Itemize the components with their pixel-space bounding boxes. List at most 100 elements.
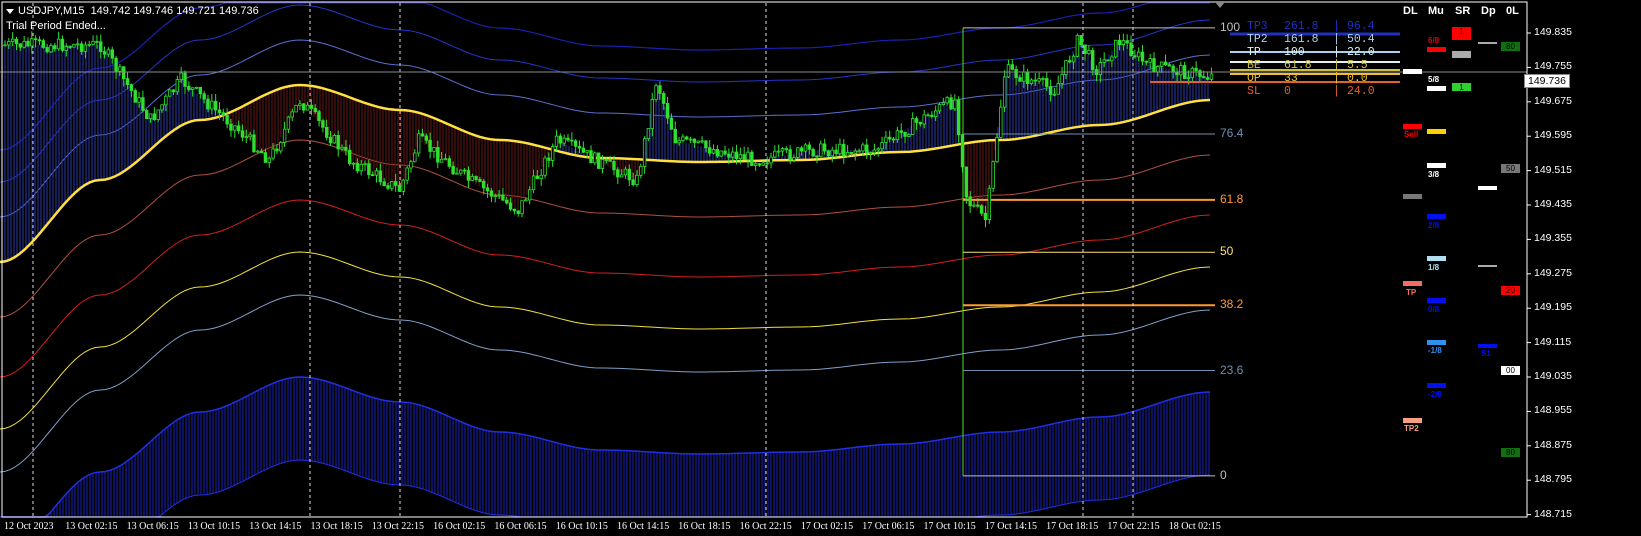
candle-body: [83, 44, 88, 52]
candle-body: [351, 162, 356, 165]
trade-level: 61.8: [1284, 59, 1312, 72]
candle-body: [895, 130, 900, 140]
candle-body: [41, 40, 45, 48]
col-header-dl: DL: [1403, 5, 1418, 17]
candle-body: [976, 204, 980, 207]
candle-body: [462, 169, 467, 172]
candle-body: [1163, 61, 1168, 66]
candle-body: [673, 128, 677, 144]
candle-body: [807, 144, 811, 150]
candle-body: [596, 152, 601, 169]
candle-body: [1056, 83, 1060, 95]
candle-body: [393, 181, 398, 186]
candle-body: [1159, 61, 1164, 67]
day-separators: [32, 3, 1134, 517]
time-tick-label: 13 Oct 14:15: [249, 521, 302, 532]
candle-body: [891, 138, 896, 141]
price-tick-label: 148.955: [1534, 404, 1572, 417]
candle-body: [374, 170, 379, 176]
candle-body: [1152, 58, 1156, 73]
candle-body: [459, 169, 463, 174]
mu-label-m2-8: -2/8: [1428, 390, 1442, 399]
candle-body: [635, 174, 639, 185]
candle-body: [562, 137, 566, 144]
candle-body: [520, 200, 524, 214]
trade-separator: |: [1333, 85, 1340, 98]
candle-body: [654, 85, 658, 100]
candle-body: [282, 128, 287, 143]
candle-body: [995, 137, 999, 163]
candle-body: [347, 149, 352, 165]
candle-body: [359, 163, 363, 172]
candle-body: [210, 100, 214, 110]
candle-body: [244, 136, 248, 139]
candle-body: [842, 143, 846, 157]
col-header-dp: Dp: [1481, 5, 1496, 17]
candle-body: [202, 93, 206, 100]
candle-body: [390, 181, 394, 189]
candle-body: [857, 150, 861, 153]
candle-body: [30, 38, 34, 47]
candle-body: [1106, 59, 1110, 62]
candle-body: [1083, 44, 1087, 54]
candle-body: [715, 148, 720, 157]
candle-body: [933, 110, 938, 117]
candle-body: [516, 210, 520, 214]
fib-level-label: 76.4: [1220, 126, 1244, 141]
candle-body: [696, 140, 700, 143]
candle-body: [1117, 39, 1122, 46]
candle-body: [907, 134, 911, 137]
candle-body: [302, 103, 306, 111]
candle-body: [623, 168, 628, 176]
trade-value: 22.0: [1347, 46, 1375, 59]
trade-separator: |: [1333, 59, 1340, 72]
chart-shift-marker[interactable]: [1215, 2, 1225, 8]
candle-body: [1002, 76, 1007, 108]
candle-body: [363, 163, 367, 166]
candle-body: [543, 157, 547, 176]
candle-body: [110, 49, 114, 59]
candle-body: [221, 112, 226, 116]
candle-body: [811, 148, 815, 157]
candle-body: [470, 176, 474, 181]
candle-body: [784, 148, 789, 151]
lower-band-3: [0, 251, 1211, 430]
candle-body: [953, 99, 957, 110]
current-price-label: 149.736: [1524, 74, 1570, 88]
time-tick-label: 16 Oct 22:15: [739, 521, 792, 532]
symbol-label: USDJPY,M15: [18, 5, 85, 17]
candle-body: [845, 152, 850, 157]
candle-body: [229, 123, 233, 131]
candle-body: [122, 66, 126, 80]
candle-body: [876, 148, 880, 151]
candle-body: [1029, 79, 1034, 84]
candle-body: [420, 133, 425, 137]
candle-body: [493, 195, 497, 197]
candle-body: [1129, 42, 1133, 57]
candle-body: [853, 150, 857, 154]
candle-body: [137, 97, 141, 103]
candle-body: [489, 190, 494, 197]
time-tick-label: 16 Oct 02:15: [433, 521, 486, 532]
candle-body: [485, 187, 490, 192]
dl-grey-marker: [1403, 194, 1422, 199]
candle-body: [665, 103, 670, 119]
candle-body: [355, 162, 360, 172]
dp-s1-marker: [1478, 344, 1497, 348]
candle-body: [14, 38, 19, 45]
dropdown-triangle-icon[interactable]: [6, 8, 14, 14]
candle-body: [681, 136, 685, 141]
candle-body: [275, 148, 279, 152]
candle-body: [604, 159, 609, 161]
candle-body: [167, 89, 172, 97]
upper-band-2: [0, 4, 1211, 183]
mu-label-6-8: 6/8: [1428, 36, 1440, 45]
candle-body: [692, 138, 697, 143]
candle-body: [558, 135, 563, 144]
candle-body: [171, 89, 176, 93]
candle-body: [190, 87, 195, 90]
fib-level-label: 50: [1220, 244, 1234, 259]
candle-body: [1075, 35, 1080, 57]
candle-body: [979, 205, 984, 214]
